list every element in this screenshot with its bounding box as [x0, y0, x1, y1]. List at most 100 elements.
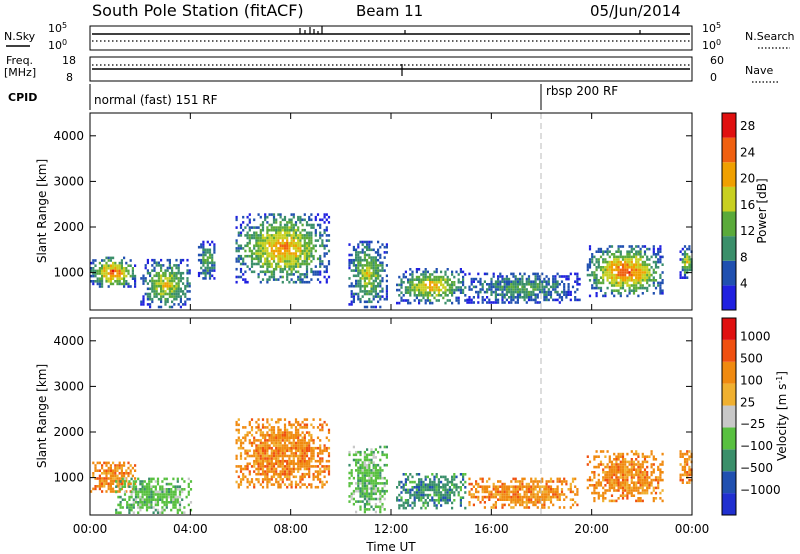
echo-cell — [488, 288, 491, 291]
echo-cell — [554, 490, 557, 494]
echo-cell — [377, 266, 380, 270]
x-tick-label: 00:00 — [675, 522, 710, 536]
echo-cell — [174, 490, 177, 494]
echo-cell — [310, 226, 313, 229]
echo-cell — [255, 454, 258, 458]
echo-cell — [178, 503, 182, 507]
echo-cell — [255, 426, 258, 429]
echo-cell — [137, 488, 140, 491]
echo-cell — [650, 255, 653, 259]
echo-cell — [286, 467, 289, 471]
echo-cell — [279, 431, 282, 434]
echo-cell — [237, 234, 240, 237]
echo-cell — [556, 290, 559, 294]
echo-cell — [248, 234, 251, 237]
echo-cell — [377, 505, 380, 509]
echo-cell — [105, 280, 108, 283]
echo-cell — [312, 439, 315, 442]
echo-cell — [494, 298, 497, 302]
echo-cell — [543, 490, 546, 494]
echo-cell — [301, 436, 304, 440]
echo-cell — [468, 490, 471, 494]
echo-cell — [163, 495, 166, 499]
echo-cell — [308, 223, 311, 227]
echo-cell — [162, 282, 165, 285]
echo-cell — [368, 497, 371, 501]
echo-cell — [299, 273, 302, 276]
echo-cell — [290, 462, 293, 466]
echo-cell — [377, 248, 380, 252]
echo-cell — [316, 470, 320, 473]
echo-cell — [536, 493, 539, 496]
echo-cell — [641, 471, 644, 474]
echo-cell — [141, 503, 144, 507]
echo-cell — [501, 495, 504, 499]
echo-cell — [641, 286, 644, 290]
echo-cell — [292, 262, 295, 266]
echo-cell — [409, 291, 412, 294]
echo-cell — [270, 475, 273, 479]
echo-cell — [646, 473, 649, 477]
echo-cell — [137, 477, 140, 481]
echo-cell — [661, 478, 664, 482]
echo-cell — [409, 504, 412, 507]
echo-cell — [372, 264, 375, 267]
echo-cell — [139, 480, 142, 483]
echo-cell — [433, 480, 436, 484]
echo-cell — [137, 490, 140, 494]
echo-cell — [652, 468, 655, 471]
echo-cell — [630, 271, 633, 274]
echo-cell — [444, 281, 447, 284]
echo-cell — [497, 293, 500, 296]
echo-cell — [475, 488, 478, 491]
echo-cell — [116, 274, 119, 278]
echo-cell — [499, 293, 502, 296]
echo-cell — [368, 297, 371, 301]
echo-cell — [462, 496, 465, 499]
echo-cell — [420, 294, 423, 297]
echo-cell — [177, 282, 180, 285]
echo-cell — [591, 471, 594, 474]
echo-cell — [266, 270, 269, 274]
echo-cell — [363, 471, 366, 475]
echo-cell — [525, 498, 528, 501]
echo-cell — [549, 290, 553, 294]
echo-cell — [127, 466, 130, 470]
echo-cell — [486, 485, 489, 488]
echo-cell — [288, 459, 291, 463]
echo-cell — [281, 236, 284, 240]
echo-cell — [171, 266, 174, 270]
echo-cell — [159, 490, 162, 494]
echo-cell — [270, 273, 273, 276]
echo-cell — [270, 439, 273, 442]
echo-cell — [310, 223, 313, 227]
echo-cell — [639, 463, 642, 466]
echo-cell — [661, 292, 664, 295]
echo-cell — [268, 459, 271, 463]
echo-cell — [556, 298, 559, 302]
echo-cell — [422, 491, 425, 494]
echo-cell — [497, 485, 500, 488]
echo-cell — [321, 483, 324, 486]
echo-cell — [422, 488, 425, 492]
echo-cell — [508, 495, 511, 499]
echo-cell — [314, 446, 317, 450]
echo-cell — [272, 433, 276, 437]
echo-cell — [120, 264, 123, 267]
echo-cell — [433, 491, 436, 494]
echo-cell — [530, 480, 533, 483]
echo-cell — [411, 270, 414, 274]
echo-cell — [608, 465, 611, 469]
echo-cell — [549, 485, 553, 488]
echo-cell — [368, 279, 371, 283]
echo-cell — [604, 271, 607, 274]
colorbar-segment — [722, 285, 736, 310]
echo-cell — [374, 487, 377, 490]
echo-cell — [536, 275, 539, 278]
echo-cell — [253, 262, 256, 266]
echo-cell — [239, 452, 243, 455]
echo-cell — [501, 485, 504, 488]
echo-cell — [125, 280, 128, 283]
echo-cell — [381, 264, 384, 267]
echo-cell — [200, 271, 203, 275]
